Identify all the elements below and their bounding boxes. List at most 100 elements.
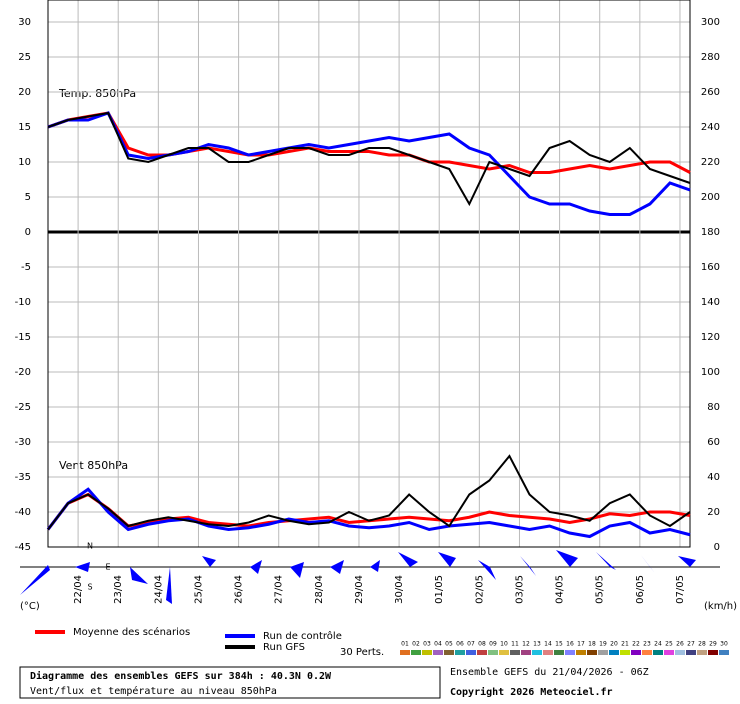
pert-swatch	[708, 650, 718, 655]
y-tick-label: -45	[15, 542, 31, 553]
x-tick-label: 05/05	[595, 575, 606, 604]
pert-swatch	[521, 650, 531, 655]
y2-tick-label: 60	[707, 437, 720, 448]
y2-tick-label: 220	[701, 157, 720, 168]
pert-label: 26	[676, 641, 684, 648]
x-tick-label: 28/04	[314, 575, 325, 604]
y-tick-label: -20	[15, 367, 31, 378]
y2-tick-label: 300	[701, 17, 720, 28]
pert-label: 22	[632, 641, 640, 648]
x-tick-label: 03/05	[514, 575, 525, 604]
y-tick-label: -25	[15, 402, 31, 413]
wind-roses	[20, 550, 696, 604]
pert-swatch	[510, 650, 520, 655]
pert-label: 12	[522, 641, 530, 648]
y2-tick-label: 160	[701, 262, 720, 273]
title-box	[19, 666, 441, 699]
title: Diagramme des ensembles GEFS sur 384h : …	[30, 670, 332, 682]
pert-label: 02	[412, 641, 420, 648]
legend-label: Moyenne des scénarios	[73, 626, 190, 638]
pert-label: 17	[577, 641, 585, 648]
pert-swatch	[422, 650, 432, 655]
y2-tick-label: 20	[707, 507, 720, 518]
series-line	[47, 111, 691, 174]
y-tick-label: 0	[25, 227, 31, 238]
x-tick-label: 22/04	[73, 575, 84, 604]
pert-swatch	[697, 650, 707, 655]
y-tick-label: -30	[15, 437, 31, 448]
pert-label: 30 Perts.	[340, 647, 384, 658]
series-line	[47, 111, 691, 216]
pert-swatch	[477, 650, 487, 655]
pert-swatch	[455, 650, 465, 655]
pert-label: 07	[467, 641, 475, 648]
x-tick-label: 26/04	[234, 575, 245, 604]
x-tick-label: 27/04	[274, 575, 285, 604]
pert-label: 06	[456, 641, 464, 648]
y-tick-label: 20	[18, 87, 31, 98]
y2-tick-label: 80	[707, 402, 720, 413]
compass-label: E	[105, 563, 110, 572]
pert-swatch	[466, 650, 476, 655]
legend-label: Run de contrôle	[263, 630, 342, 642]
pert-swatch	[620, 650, 630, 655]
x-tick-label: 07/05	[675, 575, 686, 604]
copyright: Copyright 2026 Meteociel.fr	[450, 686, 613, 698]
pert-label: 05	[445, 641, 453, 648]
series-line	[47, 454, 691, 531]
y2-tick-label: 100	[701, 367, 720, 378]
pert-label: 18	[588, 641, 596, 648]
pert-label: 09	[489, 641, 497, 648]
x-tick-label: 30/04	[394, 575, 405, 604]
compass-label: S	[87, 583, 92, 592]
pert-swatch	[565, 650, 575, 655]
y-tick-label: -40	[15, 507, 31, 518]
pert-swatch	[532, 650, 542, 655]
pert-label: 03	[423, 641, 431, 648]
series-line	[46, 487, 691, 539]
pert-label: 29	[709, 641, 717, 648]
y2-tick-label: 280	[701, 52, 720, 63]
y2-tick-label: 180	[701, 227, 720, 238]
x-tick-label: 29/04	[354, 575, 365, 604]
pert-swatch	[411, 650, 421, 655]
y2-tick-label: 40	[707, 472, 720, 483]
pert-swatch	[719, 650, 729, 655]
run-info: Ensemble GEFS du 21/04/2026 - 06Z	[450, 667, 649, 678]
y-tick-label: -5	[21, 262, 31, 273]
x-tick-label: 06/05	[635, 575, 646, 604]
pert-label: 23	[643, 641, 651, 648]
pert-label: 21	[621, 641, 629, 648]
subtitle: Vent/flux et température au niveau 850hP…	[30, 685, 277, 697]
compass-label: N	[87, 542, 93, 551]
x-tick-label: 02/05	[474, 575, 485, 604]
pert-swatch	[631, 650, 641, 655]
pert-swatch	[598, 650, 608, 655]
pert-label: 16	[566, 641, 574, 648]
pert-swatch	[576, 650, 586, 655]
pert-swatch	[400, 650, 410, 655]
y2-tick-label: 200	[701, 192, 720, 203]
pert-swatch	[664, 650, 674, 655]
y-tick-label: -10	[15, 297, 31, 308]
y2-unit: (km/h)	[704, 601, 737, 612]
y2-tick-label: 0	[714, 542, 720, 553]
pert-label: 04	[434, 641, 442, 648]
pert-label: 27	[687, 641, 695, 648]
pert-label: 24	[654, 641, 662, 648]
pert-swatch	[554, 650, 564, 655]
y2-tick-label: 140	[701, 297, 720, 308]
pert-swatch	[653, 650, 663, 655]
x-tick-label: 01/05	[434, 575, 445, 604]
pert-label: 08	[478, 641, 486, 648]
x-tick-label: 24/04	[153, 575, 164, 604]
pert-swatch	[587, 650, 597, 655]
pert-label: 15	[555, 641, 563, 648]
panel-label: Vent 850hPa	[59, 459, 128, 472]
y2-tick-label: 260	[701, 87, 720, 98]
pert-label: 30	[720, 641, 728, 648]
pert-swatch	[444, 650, 454, 655]
pert-label: 19	[599, 641, 607, 648]
pert-swatch	[642, 650, 652, 655]
